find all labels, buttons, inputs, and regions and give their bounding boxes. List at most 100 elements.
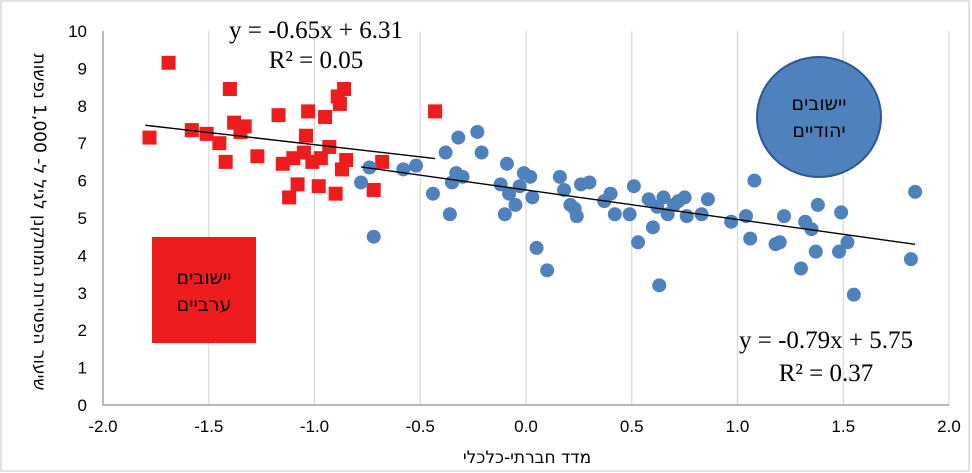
x-tick-label: 0.0 [514,417,538,436]
arab-label-box [152,237,256,343]
y-tick-label: 9 [78,59,87,78]
arab-label-line2: ערביים [177,294,232,316]
data-point-jewish [442,207,457,222]
data-point-arab [311,179,326,194]
data-point-jewish [525,190,540,205]
data-point-arab [337,81,352,96]
data-point-jewish [772,235,787,250]
data-point-jewish [622,207,637,222]
data-point-jewish [903,252,918,267]
data-point-jewish [451,130,466,145]
data-point-jewish [700,192,715,207]
data-point-jewish [409,158,424,173]
y-axis-title: שיעור הפטירות המותקנן לגיל ל- 1,000 נפשו… [29,54,49,391]
data-point-jewish [523,169,538,184]
x-tick-label: 0.5 [620,417,644,436]
jewish-trendline-equation: y = -0.79x + 5.75 [739,327,913,354]
x-tick-label: -0.5 [406,417,435,436]
data-point-jewish [846,287,861,302]
jewish-label-line2: יהודיים [792,120,845,142]
data-point-arab [339,153,354,168]
data-point-arab [250,149,265,164]
x-tick-label: -1.5 [194,417,223,436]
data-point-jewish [724,214,739,229]
data-point-arab [218,154,233,169]
x-tick-label: -2.0 [88,417,117,436]
data-point-arab [375,154,390,169]
data-point-arab [290,177,305,192]
data-point-arab [428,104,443,119]
data-point-arab [142,130,157,145]
data-point-jewish [470,124,485,139]
data-point-jewish [793,261,808,276]
jewish-trendline-r2: R² = 0.37 [779,360,874,387]
data-point-arab [212,136,227,151]
data-point-jewish [582,175,597,190]
data-point-arab [222,81,237,96]
data-point-jewish [474,145,489,160]
data-point-arab [282,190,297,205]
data-point-jewish [743,231,758,246]
data-point-arab [328,186,343,201]
data-point-jewish [438,145,453,160]
data-point-jewish [908,184,923,199]
data-point-jewish [747,173,762,188]
x-tick-label: -1.0 [300,417,329,436]
y-tick-label: 2 [78,321,87,340]
data-point-jewish [645,220,660,235]
arab-trendline-equation: y = -0.65x + 6.31 [229,17,403,44]
y-tick-label: 4 [78,246,87,265]
data-point-jewish [607,207,622,222]
data-point-jewish [493,177,508,192]
y-tick-label: 3 [78,284,87,303]
data-point-arab [237,119,252,134]
data-point-jewish [677,190,692,205]
data-point-jewish [512,179,527,194]
y-tick-labels: 0 1 2 3 4 5 6 7 8 9 10 [68,22,87,415]
data-point-arab [286,151,301,166]
x-axis-title: מדד חברתי-כלכלי [463,448,591,468]
y-tick-label: 0 [78,396,87,415]
y-tick-label: 10 [68,22,87,41]
data-point-jewish [499,156,514,171]
y-tick-label: 5 [78,209,87,228]
data-point-arab [271,108,286,123]
trendline-jewish [360,166,916,246]
data-point-arab [318,110,333,125]
data-point-arab [301,104,316,119]
data-point-jewish [540,263,555,278]
y-tick-label: 8 [78,97,87,116]
arab-trendline-r2: R² = 0.05 [269,47,364,74]
x-tick-label: 1.5 [831,417,855,436]
data-point-jewish [502,186,517,201]
series-arab-points [142,55,443,205]
data-point-jewish [508,197,523,212]
series-jewish-points [354,124,923,302]
data-point-arab [161,55,176,70]
y-tick-label: 7 [78,134,87,153]
data-point-jewish [810,197,825,212]
data-point-jewish [552,169,567,184]
data-point-jewish [569,209,584,224]
data-point-jewish [631,235,646,250]
data-point-arab [313,151,328,166]
jewish-label-line1: יישובים [792,93,847,115]
data-point-jewish [832,244,847,259]
data-point-jewish [557,182,572,197]
data-point-jewish [777,209,792,224]
x-tick-label: 1.0 [726,417,750,436]
data-point-arab [299,128,314,143]
data-point-jewish [840,235,855,250]
data-point-arab [332,96,347,111]
data-point-jewish [497,207,512,222]
data-point-jewish [396,162,411,177]
trendlines [145,124,916,246]
data-point-jewish [425,186,440,201]
data-point-jewish [656,190,671,205]
data-point-jewish [603,186,618,201]
data-point-jewish [366,229,381,244]
arab-label-line1: יישובים [177,267,232,289]
